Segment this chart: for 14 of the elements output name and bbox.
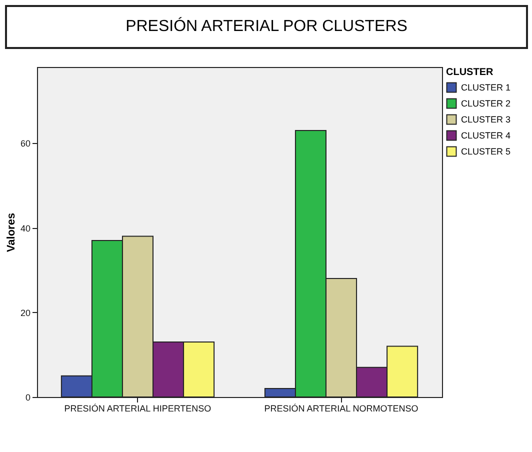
chart-title: PRESIÓN ARTERIAL POR CLUSTERS <box>5 5 528 49</box>
y-tick-label: 0 <box>25 392 30 402</box>
y-axis-title: Valores <box>5 212 18 252</box>
y-tick-label: 40 <box>20 223 30 234</box>
legend-label: CLUSTER 4 <box>461 130 511 140</box>
legend-label: CLUSTER 5 <box>461 146 511 156</box>
x-tick-label: PRESIÓN ARTERIAL HIPERTENSO <box>64 404 212 414</box>
legend-title: CLUSTER <box>446 67 494 78</box>
y-tick-label: 60 <box>20 138 30 149</box>
x-tick-label: PRESIÓN ARTERIAL NORMOTENSO <box>264 404 418 414</box>
legend-label: CLUSTER 1 <box>461 82 511 92</box>
legend-label: CLUSTER 3 <box>461 114 511 124</box>
y-tick-label: 20 <box>20 308 30 318</box>
legend-label: CLUSTER 2 <box>461 98 511 108</box>
